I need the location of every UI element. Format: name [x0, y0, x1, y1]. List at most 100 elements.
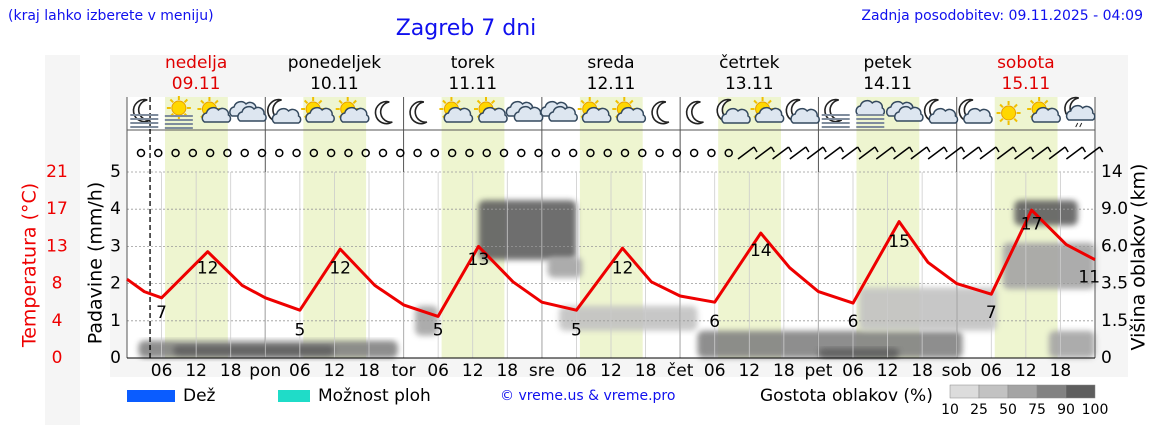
x-tick-label: 18 — [358, 361, 380, 381]
temperature-tick-label: 13 — [46, 236, 68, 256]
day-name: petek — [863, 53, 911, 73]
wind-barb-tick — [857, 146, 862, 153]
day-name: torek — [451, 53, 495, 73]
wind-barb-tick — [1012, 146, 1017, 153]
wind-barb-tick — [995, 146, 1000, 153]
cloud-patch — [1014, 200, 1078, 226]
x-tick-label: sob — [942, 361, 972, 381]
density-tick-label: 75 — [1028, 402, 1046, 418]
sun-ray — [594, 99, 599, 105]
weather-icon — [958, 98, 993, 124]
cloud — [616, 106, 647, 123]
credit: © vreme.us & vreme.pro — [500, 388, 675, 404]
wind-calm — [707, 148, 716, 158]
wind-barb-tick — [839, 146, 845, 153]
weather-icon — [474, 97, 508, 123]
weather-icon — [716, 98, 751, 124]
temperature-label: 12 — [612, 259, 634, 279]
cloud — [1031, 106, 1061, 123]
wind-calm — [499, 148, 509, 158]
sun-ray — [767, 99, 772, 105]
moon — [374, 100, 393, 125]
cloud — [548, 105, 578, 122]
legend-label: Možnost ploh — [318, 386, 431, 406]
density-tick-label: 10 — [941, 402, 959, 418]
sun-ray — [183, 98, 189, 104]
temperature-label: 7 — [156, 303, 167, 323]
legend-swatch — [278, 390, 310, 402]
wind-barb-tick — [891, 146, 896, 153]
wind-barb — [944, 146, 962, 160]
temperature-label: 5 — [433, 321, 444, 341]
sun-ray — [318, 99, 323, 105]
sun-ray — [999, 117, 1004, 123]
wind-barb-tick — [753, 146, 758, 153]
wind-barb-tick — [943, 146, 948, 153]
weather-icon — [439, 97, 474, 123]
day-date: 13.11 — [725, 74, 774, 94]
density-tick-label: 100 — [1082, 402, 1109, 418]
weather-icon — [821, 98, 850, 128]
cloud — [478, 106, 508, 123]
sun-ray — [456, 99, 461, 105]
wind-barb — [858, 146, 876, 160]
weather-icon — [505, 100, 544, 122]
y2-tick-label: 0 — [1101, 348, 1112, 368]
day-date: 11.11 — [448, 74, 497, 94]
day-name: četrtek — [719, 53, 780, 73]
legend-label: Dež — [183, 386, 216, 406]
temperature-label: 6 — [709, 312, 720, 332]
wind-barb — [841, 146, 859, 160]
weather-icon — [164, 96, 193, 129]
sun-ray — [615, 99, 620, 105]
wind-calm — [361, 148, 370, 158]
density-swatch — [1036, 384, 1067, 399]
wind-barb — [737, 146, 755, 160]
wind-calm — [603, 148, 612, 158]
wind-barb-tick — [978, 146, 983, 153]
weather-icon — [197, 97, 232, 123]
wind-calm — [344, 148, 353, 158]
density-swatch — [1007, 384, 1038, 399]
day-date: 12.11 — [587, 74, 636, 94]
sun-ray — [999, 103, 1004, 109]
sun-ray — [352, 99, 357, 105]
sun-ray — [1013, 103, 1018, 109]
cloud-patch — [1048, 330, 1095, 358]
wind-calm — [240, 148, 249, 158]
x-tick-label: 06 — [427, 361, 449, 381]
weather-icon — [685, 100, 704, 125]
cloud — [790, 107, 820, 124]
moon — [651, 100, 670, 125]
sun-ray — [629, 99, 634, 105]
x-tick-label: 12 — [324, 361, 346, 381]
wind-calm — [568, 148, 578, 158]
wind-calm — [326, 148, 336, 158]
wind-barb-tick — [805, 146, 810, 153]
day-name: sobota — [997, 53, 1055, 73]
wind-barb-tick — [926, 146, 931, 153]
sun-ray — [442, 99, 447, 105]
day-name: ponedeljek — [288, 53, 382, 73]
cloud-patch — [173, 345, 335, 356]
updated: Zadnja posodobitev: 09.11.2025 - 04:09 — [861, 8, 1143, 24]
cloud — [855, 99, 886, 116]
weather-icon — [923, 98, 959, 124]
y2-tick-label: 3.5 — [1101, 274, 1128, 294]
legend-swatch — [127, 390, 175, 402]
moon — [409, 100, 428, 125]
wind-calm — [551, 148, 561, 158]
x-tick-label: 12 — [738, 361, 760, 381]
cloud-legend-title: Gostota oblakov (%) — [760, 386, 933, 406]
weather-icon — [130, 98, 159, 128]
wind-calm — [188, 148, 198, 158]
wind-calm — [430, 148, 440, 158]
wind-barb — [1048, 146, 1066, 160]
cloud — [721, 107, 751, 124]
wind-barb — [1065, 146, 1083, 160]
density-tick-label: 25 — [970, 402, 988, 418]
day-date: 14.11 — [863, 74, 912, 94]
cloud — [237, 105, 267, 122]
cloud — [443, 106, 474, 123]
